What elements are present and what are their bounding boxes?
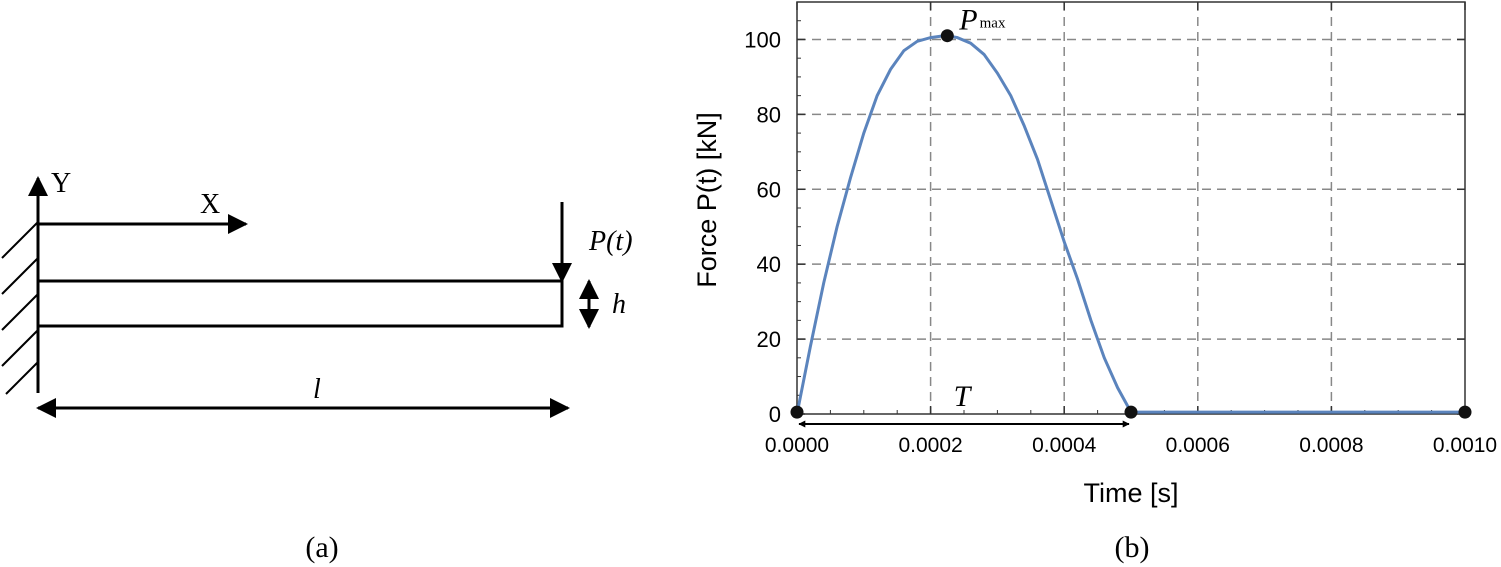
height-label: h [612,289,626,320]
data-point-marker [1458,405,1472,419]
x-tick-label: 0.0008 [1299,434,1363,457]
force-curve [795,34,1465,415]
length-label: l [313,374,321,405]
load-label: P(t) [588,226,633,257]
force-time-chart: 0.0000 0.0002 0.0004 0.0006 0.0008 0.0010 0 20… [692,1,1497,564]
y-tick-label: 20 [757,327,781,352]
x-tick-label: 0.0010 [1433,434,1497,457]
beam [36,279,564,328]
y-tick-label: 100 [744,27,781,52]
peak-label-sub: max [980,16,1006,32]
wall-hatching [1,221,39,395]
chart-ticks [796,1,1466,415]
caption-a: (a) [305,531,338,564]
duration-label: T [954,380,973,413]
y-tick-labels: 0 20 40 60 80 100 [744,27,781,427]
y-tick-label: 0 [769,402,781,427]
y-tick-label: 60 [757,177,781,202]
x-tick-labels: 0.0000 0.0002 0.0004 0.0006 0.0008 0.0010 [765,434,1497,457]
chart-grid [797,2,1465,414]
y-axis-label: Y [51,168,71,199]
x-tick-label: 0.0004 [1032,434,1097,457]
caption-b: (b) [1115,531,1150,564]
y-tick-label: 40 [757,252,781,277]
chart-markers [790,29,1472,419]
y-tick-label: 80 [757,102,781,127]
y-axis-title: Force P(t) [kN] [692,112,722,288]
x-tick-label: 0.0002 [898,434,962,457]
x-tick-label: 0.0000 [765,434,829,457]
data-point-marker [940,29,954,43]
data-point-marker [790,405,804,419]
plot-frame [796,1,1466,415]
beam-diagram: Y X P(t) h l (a) [1,168,633,564]
x-axis-title: Time [s] [1083,478,1178,508]
x-axis-label: X [200,189,220,220]
x-tick-label: 0.0006 [1166,434,1230,457]
data-point-marker [1124,405,1138,419]
peak-label-main: P [958,4,977,37]
